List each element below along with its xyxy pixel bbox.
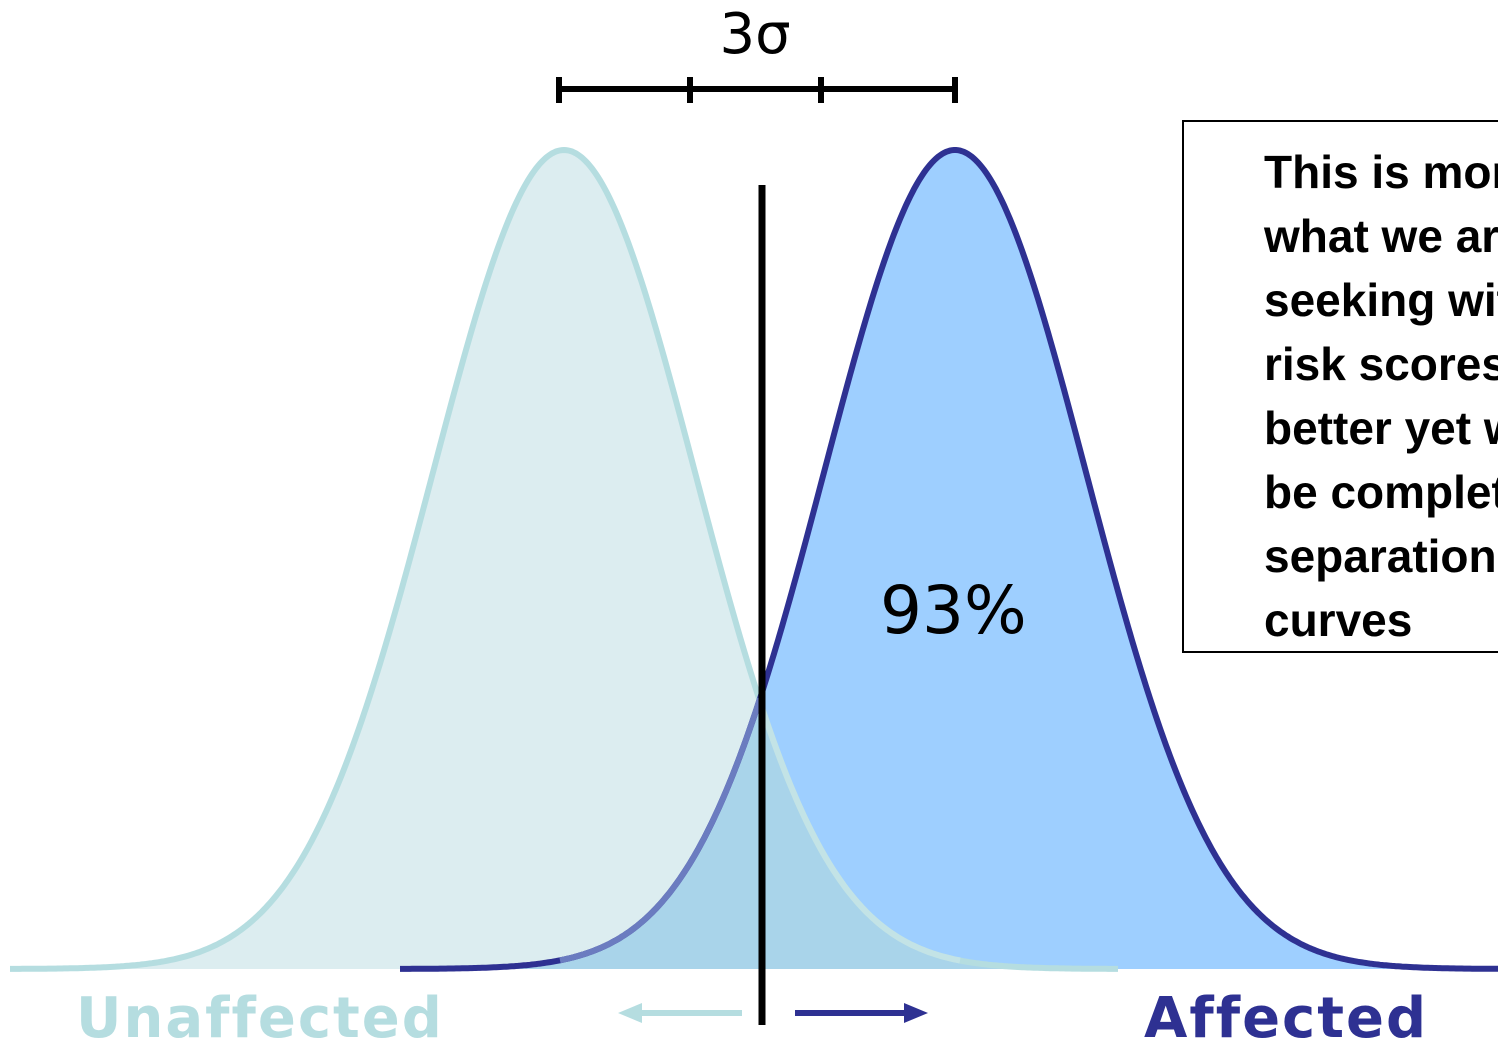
affected-curve-overlap-segment	[559, 697, 763, 964]
affected-label: Affected	[1144, 986, 1429, 1051]
note-text: This is more what we are seeking with ri…	[1264, 146, 1498, 646]
left-arrow	[618, 1003, 742, 1023]
note-box	[1182, 120, 1498, 653]
sigma-bracket	[556, 77, 958, 103]
affected-distribution-fill	[400, 150, 1498, 969]
unaffected-curve-overlap-segment	[759, 706, 961, 964]
sigma-label: 3σ	[719, 2, 791, 67]
percent-label: 93%	[880, 572, 1027, 649]
unaffected-distribution-fill	[10, 150, 1118, 969]
right-arrow	[795, 1003, 928, 1023]
unaffected-label: Unaffected	[76, 986, 444, 1051]
